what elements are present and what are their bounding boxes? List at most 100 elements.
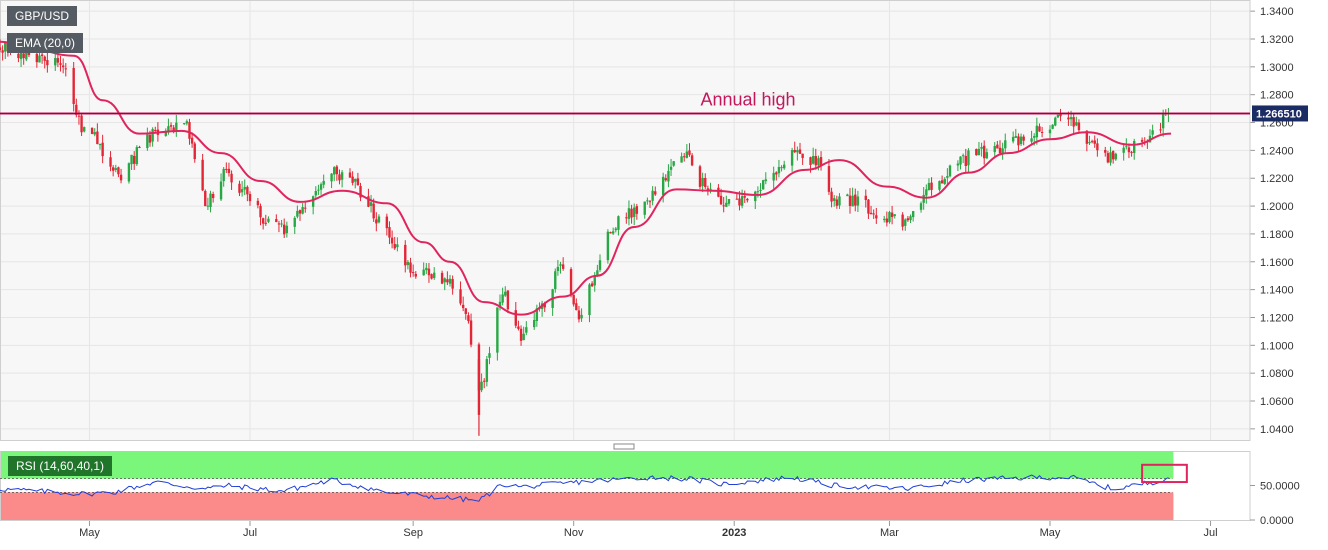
candle bbox=[867, 199, 870, 219]
candle-body bbox=[559, 264, 562, 266]
candle bbox=[230, 170, 233, 190]
candle bbox=[348, 168, 352, 178]
candle-body bbox=[351, 176, 354, 183]
candle-body bbox=[1088, 141, 1091, 144]
candle-body bbox=[888, 212, 891, 223]
candle-body bbox=[890, 212, 894, 218]
candle bbox=[1019, 133, 1023, 146]
candle-body bbox=[946, 176, 949, 178]
candle-body bbox=[793, 149, 796, 153]
candle-body bbox=[451, 279, 454, 289]
candle-body bbox=[993, 145, 996, 153]
candle bbox=[443, 277, 446, 291]
candle-body bbox=[298, 210, 302, 214]
candle-body bbox=[869, 212, 873, 215]
candle-body bbox=[835, 199, 839, 206]
candle-body bbox=[627, 208, 631, 219]
candle bbox=[598, 254, 602, 272]
candle-body bbox=[967, 150, 970, 166]
candle bbox=[280, 219, 283, 228]
candle-body bbox=[756, 191, 760, 193]
candle bbox=[446, 271, 449, 286]
candle-body bbox=[940, 180, 944, 184]
candle-body bbox=[293, 217, 296, 227]
candle-body bbox=[193, 143, 196, 160]
x-tick-label: Jul bbox=[1203, 527, 1217, 539]
candle bbox=[201, 153, 204, 192]
candle-body bbox=[425, 267, 428, 271]
candle-body bbox=[998, 147, 1002, 154]
candle-body bbox=[593, 275, 596, 286]
candle-body bbox=[338, 174, 341, 181]
candle-body bbox=[875, 215, 878, 219]
candle-body bbox=[596, 270, 599, 277]
candle bbox=[96, 123, 99, 145]
candle bbox=[422, 262, 425, 276]
candle-body bbox=[19, 52, 23, 60]
candle bbox=[577, 305, 581, 323]
candle bbox=[927, 178, 931, 191]
candle-body bbox=[404, 244, 407, 266]
candle-body bbox=[698, 166, 702, 187]
candle bbox=[967, 148, 970, 173]
candle-body bbox=[277, 223, 281, 225]
candle-body bbox=[588, 284, 591, 316]
candle-body bbox=[467, 315, 470, 322]
candle bbox=[409, 257, 412, 278]
candle bbox=[875, 207, 878, 224]
candle-body bbox=[606, 231, 610, 261]
candle bbox=[1011, 131, 1015, 144]
candle-body bbox=[154, 129, 157, 131]
candle bbox=[701, 172, 704, 193]
candle bbox=[293, 216, 296, 234]
candle bbox=[1109, 146, 1112, 166]
candle bbox=[248, 191, 252, 206]
candle-body bbox=[872, 213, 875, 215]
candle bbox=[654, 186, 657, 196]
candle bbox=[1140, 137, 1144, 148]
candle-body bbox=[211, 194, 215, 199]
candle bbox=[819, 151, 823, 171]
candle-body bbox=[330, 173, 333, 182]
x-tick-label: Sep bbox=[403, 527, 423, 539]
candle-body bbox=[746, 198, 749, 201]
candle bbox=[243, 179, 246, 196]
rsi-line bbox=[0, 474, 1169, 503]
candle bbox=[222, 167, 225, 187]
candle bbox=[393, 236, 396, 250]
candle bbox=[522, 326, 525, 341]
candle-body bbox=[414, 273, 417, 277]
candle-body bbox=[164, 130, 167, 136]
candle-body bbox=[556, 266, 560, 272]
candle-body bbox=[314, 191, 317, 196]
candle bbox=[864, 189, 867, 208]
candle bbox=[980, 142, 983, 157]
candle bbox=[814, 148, 817, 170]
symbol-badge: GBP/USD bbox=[7, 6, 78, 26]
candle bbox=[335, 164, 339, 181]
candle bbox=[704, 173, 707, 190]
candle-body bbox=[261, 218, 265, 224]
candle-body bbox=[219, 181, 223, 200]
candle bbox=[1022, 134, 1025, 146]
candle-spike-body bbox=[477, 359, 481, 415]
candle-body bbox=[393, 243, 396, 249]
candle-body bbox=[77, 115, 81, 117]
candle-body bbox=[396, 244, 399, 248]
candle bbox=[569, 267, 573, 298]
candle-body bbox=[575, 303, 578, 311]
candle bbox=[333, 166, 336, 182]
candle-body bbox=[685, 151, 689, 158]
candle bbox=[611, 227, 615, 235]
candle-body bbox=[267, 218, 270, 222]
candle bbox=[690, 153, 694, 167]
candle-body bbox=[964, 155, 967, 166]
x-tick-label: May bbox=[79, 527, 100, 539]
candle bbox=[688, 143, 691, 157]
candle bbox=[369, 195, 373, 213]
candle bbox=[425, 263, 428, 275]
candle-body bbox=[59, 63, 62, 65]
candle bbox=[893, 214, 896, 219]
candle bbox=[1088, 135, 1091, 146]
candle bbox=[506, 290, 510, 313]
